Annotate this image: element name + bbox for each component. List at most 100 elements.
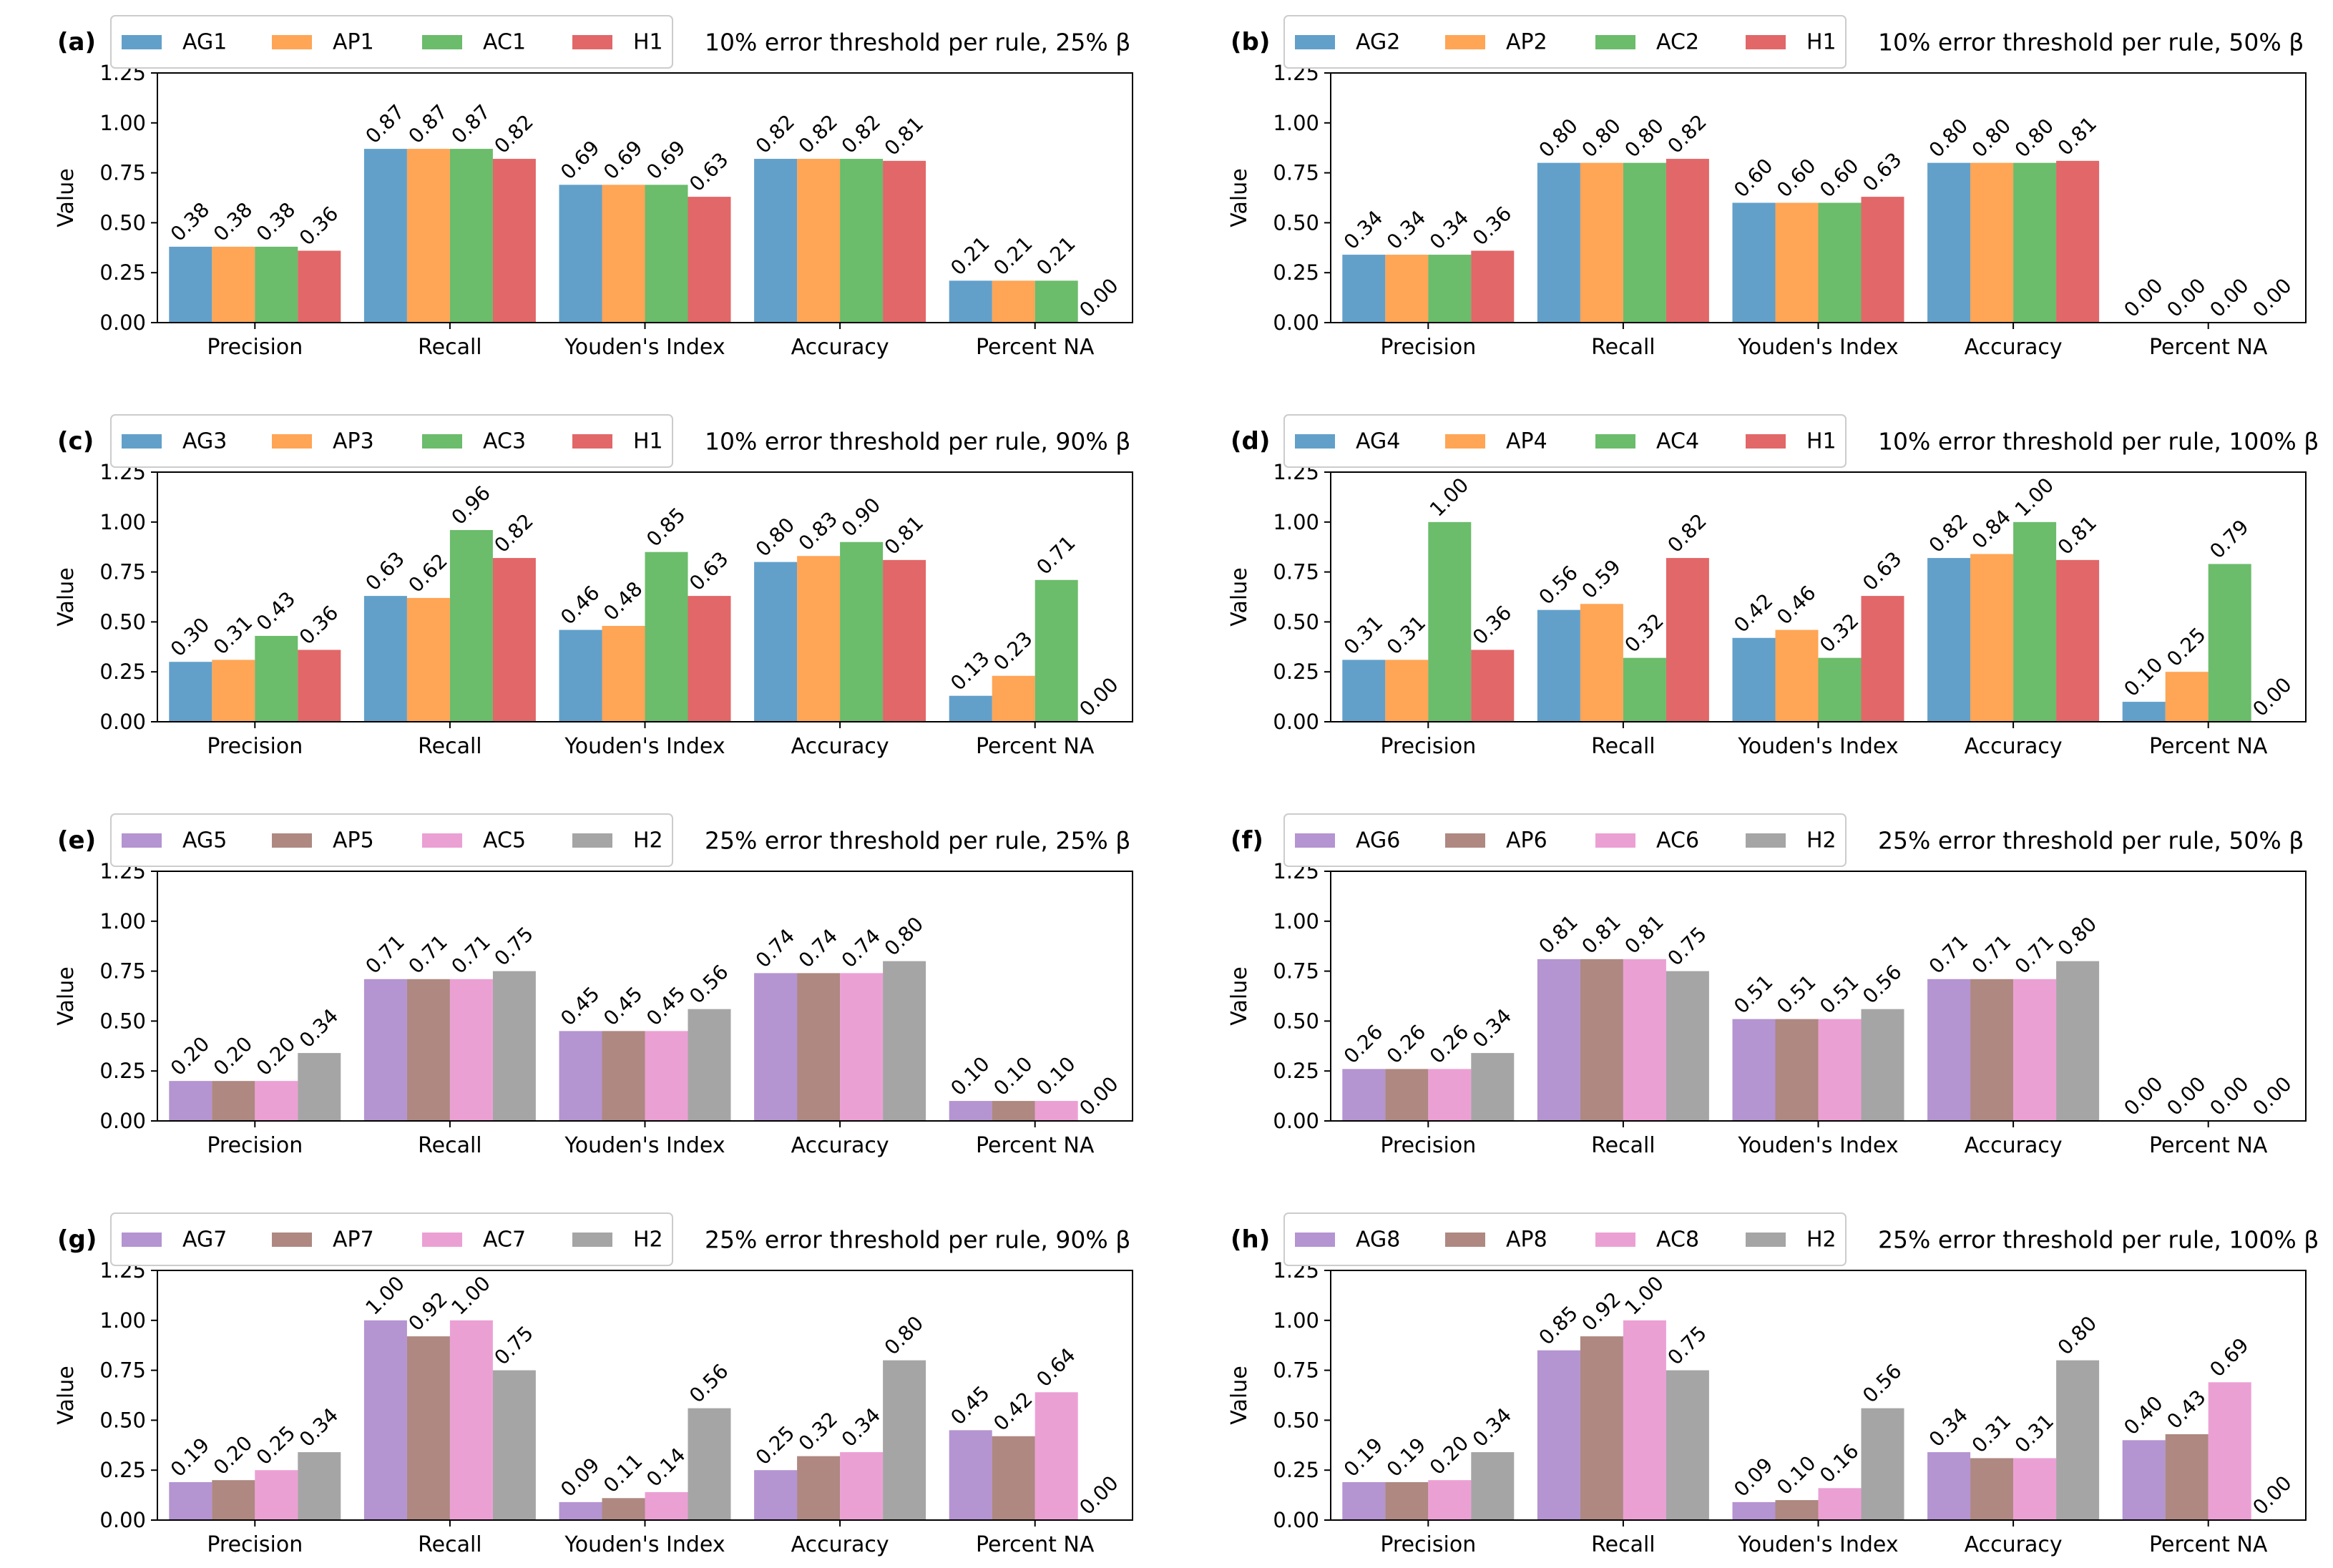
bar bbox=[1623, 657, 1666, 722]
chart-panel: 0.31 0.56 0.42 0.82 0.10 0.31 0.59 0.46 0.84 0.25… bbox=[1227, 414, 2319, 759]
data-label: 0.80 bbox=[1924, 114, 1972, 162]
data-label: 0.63 bbox=[1858, 148, 1906, 196]
bar bbox=[1035, 579, 1078, 722]
bar bbox=[2165, 672, 2209, 722]
x-tick-label: Accuracy bbox=[1965, 1133, 2063, 1158]
bar bbox=[1927, 162, 1971, 323]
bar bbox=[298, 250, 341, 323]
bar bbox=[298, 650, 341, 722]
data-label: 0.64 bbox=[1032, 1343, 1080, 1391]
x-tick-label: Youden's Index bbox=[1737, 734, 1898, 759]
data-label: 0.56 bbox=[1535, 561, 1583, 609]
y-tick-label: 0.50 bbox=[1273, 210, 1319, 235]
data-label: 0.43 bbox=[2162, 1385, 2210, 1433]
data-label: 0.09 bbox=[1729, 1453, 1777, 1501]
bar bbox=[363, 979, 407, 1121]
x-tick-label: Accuracy bbox=[1965, 1532, 2063, 1557]
data-label: 0.40 bbox=[2119, 1391, 2167, 1439]
panel-title: 25% error threshold per rule, 25% β bbox=[705, 827, 1130, 855]
bar bbox=[2056, 1360, 2100, 1520]
y-tick-label: 0.00 bbox=[99, 1508, 146, 1532]
data-label: 0.36 bbox=[1468, 601, 1516, 649]
data-label: 0.19 bbox=[1339, 1433, 1387, 1481]
y-tick-label: 1.00 bbox=[1273, 510, 1319, 534]
data-label: 0.82 bbox=[751, 110, 799, 158]
data-label: 0.71 bbox=[361, 930, 409, 978]
bar bbox=[883, 160, 926, 323]
legend-label: AG4 bbox=[1356, 429, 1400, 454]
data-label: 0.31 bbox=[209, 611, 257, 659]
bar bbox=[1385, 1069, 1429, 1121]
data-label: 0.74 bbox=[751, 924, 799, 972]
x-tick-label: Youden's Index bbox=[564, 335, 725, 360]
data-label: 0.80 bbox=[1967, 114, 2015, 162]
x-tick-label: Percent NA bbox=[976, 734, 1095, 759]
bar bbox=[645, 1031, 688, 1121]
legend-swatch bbox=[572, 434, 612, 449]
data-label: 0.20 bbox=[209, 1431, 257, 1479]
data-label: 0.51 bbox=[1729, 970, 1777, 1018]
legend-swatch bbox=[1595, 434, 1635, 449]
x-tick-label: Percent NA bbox=[976, 335, 1095, 360]
data-label: 0.00 bbox=[2119, 274, 2167, 322]
legend-swatch bbox=[422, 833, 462, 848]
bar bbox=[1666, 971, 1709, 1121]
data-label: 0.25 bbox=[2162, 623, 2210, 671]
bar bbox=[1775, 202, 1819, 323]
x-tick-label: Recall bbox=[418, 335, 482, 360]
bar bbox=[1428, 1480, 1472, 1520]
legend-swatch bbox=[1445, 434, 1485, 449]
panel-title: 25% error threshold per rule, 100% β bbox=[1878, 1226, 2319, 1254]
bar bbox=[1775, 1019, 1819, 1121]
bar bbox=[406, 597, 450, 722]
bar bbox=[883, 961, 926, 1121]
bar bbox=[1428, 255, 1472, 323]
legend-label: AG2 bbox=[1356, 30, 1400, 55]
y-tick-label: 1.00 bbox=[99, 510, 146, 534]
data-label: 0.63 bbox=[685, 547, 733, 595]
bar bbox=[1775, 1500, 1819, 1520]
bar bbox=[2013, 162, 2057, 323]
data-label: 1.00 bbox=[1620, 1271, 1668, 1319]
legend-label: H2 bbox=[633, 828, 663, 853]
data-label: 0.36 bbox=[295, 202, 343, 250]
data-label: 0.87 bbox=[447, 100, 495, 148]
legend-label: AP4 bbox=[1506, 429, 1547, 454]
data-label: 0.56 bbox=[1858, 1359, 1906, 1407]
legend: AG4 AP4 AC4 H1 bbox=[1283, 414, 1847, 468]
data-label: 0.82 bbox=[1924, 509, 1972, 557]
bar bbox=[1970, 554, 2014, 722]
bar bbox=[212, 1081, 255, 1121]
bar bbox=[602, 1031, 645, 1121]
legend-box bbox=[110, 813, 673, 867]
data-label: 0.82 bbox=[837, 110, 885, 158]
data-label: 0.00 bbox=[1075, 274, 1123, 322]
legend-swatch bbox=[1295, 1233, 1335, 1247]
bar bbox=[602, 1498, 645, 1520]
y-tick-label: 0.00 bbox=[1273, 1508, 1319, 1532]
bar bbox=[298, 1053, 341, 1121]
legend-label: H2 bbox=[633, 1228, 663, 1253]
data-label: 0.87 bbox=[361, 100, 409, 148]
panel-label: (b) bbox=[1231, 28, 1270, 57]
data-label: 0.32 bbox=[794, 1407, 842, 1455]
data-label: 0.79 bbox=[2205, 515, 2253, 563]
y-tick-label: 0.25 bbox=[99, 260, 146, 285]
panel-label: (c) bbox=[57, 427, 94, 456]
legend-label: H1 bbox=[1806, 429, 1836, 454]
bar bbox=[255, 1470, 298, 1520]
bar bbox=[2208, 564, 2251, 722]
y-axis-label: Value bbox=[54, 966, 79, 1025]
x-tick-label: Precision bbox=[1380, 734, 1476, 759]
y-axis-label: Value bbox=[54, 567, 79, 626]
legend-swatch bbox=[572, 1233, 612, 1247]
data-label: 0.80 bbox=[751, 513, 799, 561]
legend-swatch bbox=[122, 35, 162, 49]
legend-label: AG5 bbox=[182, 828, 227, 853]
y-tick-label: 1.00 bbox=[1273, 1308, 1319, 1333]
bar bbox=[949, 1101, 992, 1121]
data-label: 0.81 bbox=[1620, 910, 1668, 958]
x-tick-label: Percent NA bbox=[2149, 1532, 2268, 1557]
bar bbox=[1580, 1336, 1623, 1520]
bar bbox=[688, 197, 731, 323]
